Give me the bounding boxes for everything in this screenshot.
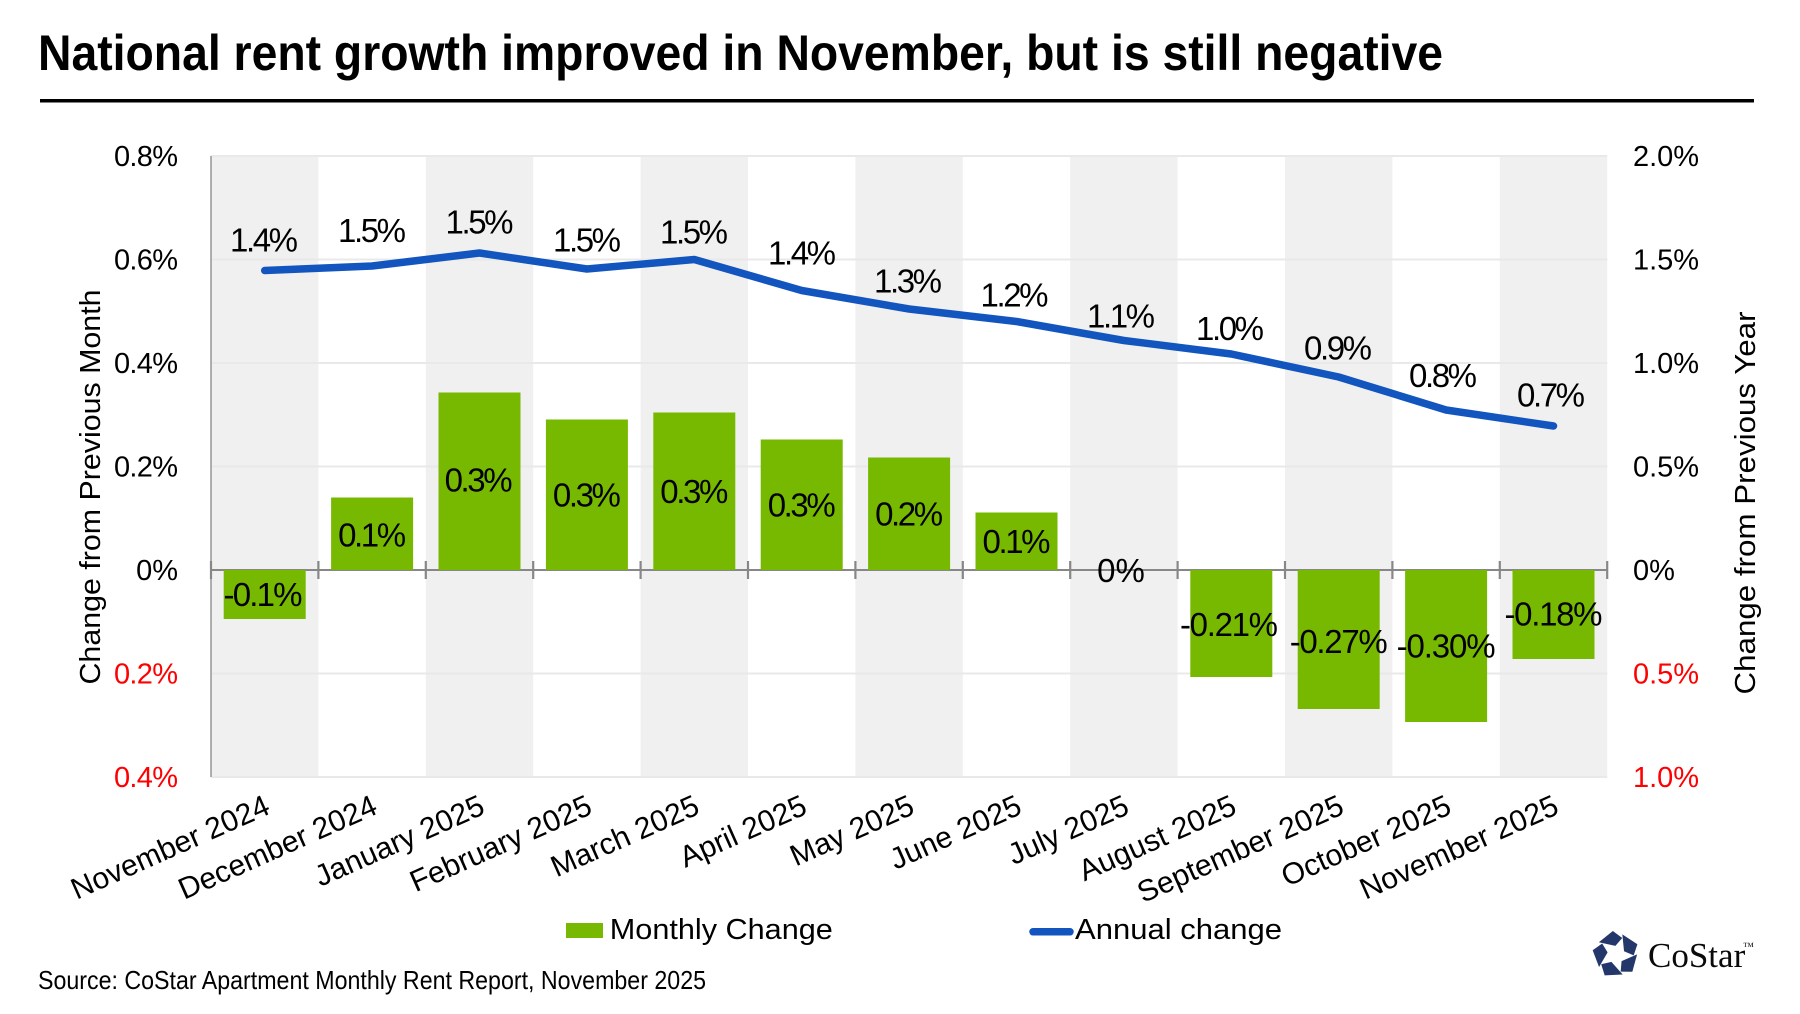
svg-text:0.4%: 0.4% <box>114 762 178 794</box>
svg-text:0.1%: 0.1% <box>338 517 406 554</box>
svg-text:-0.21%: -0.21% <box>1180 606 1278 643</box>
svg-text:1.0%: 1.0% <box>1633 762 1699 794</box>
svg-text:National rent growth improved: National rent growth improved in Novembe… <box>38 25 1443 81</box>
svg-text:1.1%: 1.1% <box>1087 298 1155 335</box>
svg-text:0.3%: 0.3% <box>660 473 728 510</box>
svg-text:CoStar: CoStar <box>1648 936 1746 975</box>
svg-text:0.2%: 0.2% <box>875 495 943 532</box>
svg-text:1.0%: 1.0% <box>1633 348 1699 380</box>
svg-text:-0.27%: -0.27% <box>1290 623 1388 660</box>
svg-text:0.4%: 0.4% <box>114 348 178 380</box>
svg-text:1.5%: 1.5% <box>1633 245 1699 277</box>
svg-text:1.2%: 1.2% <box>981 277 1049 314</box>
svg-text:Annual change: Annual change <box>1075 914 1282 946</box>
svg-text:0.8%: 0.8% <box>1409 357 1477 394</box>
svg-text:0.2%: 0.2% <box>114 452 178 484</box>
svg-text:Change from Previous Month: Change from Previous Month <box>75 290 107 685</box>
svg-text:0.1%: 0.1% <box>983 523 1051 560</box>
svg-text:0.3%: 0.3% <box>768 486 836 523</box>
svg-text:0.5%: 0.5% <box>1633 659 1699 691</box>
svg-text:1.4%: 1.4% <box>230 222 298 259</box>
svg-text:0%: 0% <box>136 555 178 587</box>
svg-text:Change from Previous Year: Change from Previous Year <box>1730 311 1762 694</box>
svg-text:0.2%: 0.2% <box>114 659 178 691</box>
svg-text:1.5%: 1.5% <box>446 204 514 241</box>
svg-text:-0.18%: -0.18% <box>1505 596 1603 633</box>
svg-text:0%: 0% <box>1097 552 1145 589</box>
svg-text:0.3%: 0.3% <box>553 476 621 513</box>
svg-text:0.5%: 0.5% <box>1633 452 1699 484</box>
svg-text:1.5%: 1.5% <box>338 212 406 249</box>
svg-text:0.7%: 0.7% <box>1517 376 1585 413</box>
svg-text:™: ™ <box>1743 941 1754 953</box>
svg-text:-0.1%: -0.1% <box>224 576 303 613</box>
svg-text:0.8%: 0.8% <box>114 141 178 173</box>
svg-text:1.0%: 1.0% <box>1196 310 1264 347</box>
svg-text:Monthly Change: Monthly Change <box>610 914 833 946</box>
svg-text:0.9%: 0.9% <box>1304 329 1372 366</box>
svg-text:Source: CoStar Apartment Month: Source: CoStar Apartment Monthly Rent Re… <box>38 965 706 995</box>
svg-text:-0.30%: -0.30% <box>1397 628 1496 665</box>
svg-text:0%: 0% <box>1633 555 1675 587</box>
svg-text:1.3%: 1.3% <box>874 262 942 299</box>
svg-text:1.5%: 1.5% <box>660 213 728 250</box>
svg-text:0.6%: 0.6% <box>114 245 178 277</box>
svg-text:2.0%: 2.0% <box>1633 141 1699 173</box>
svg-text:0.3%: 0.3% <box>445 462 513 499</box>
svg-text:1.4%: 1.4% <box>768 235 836 272</box>
svg-text:1.5%: 1.5% <box>553 222 621 259</box>
